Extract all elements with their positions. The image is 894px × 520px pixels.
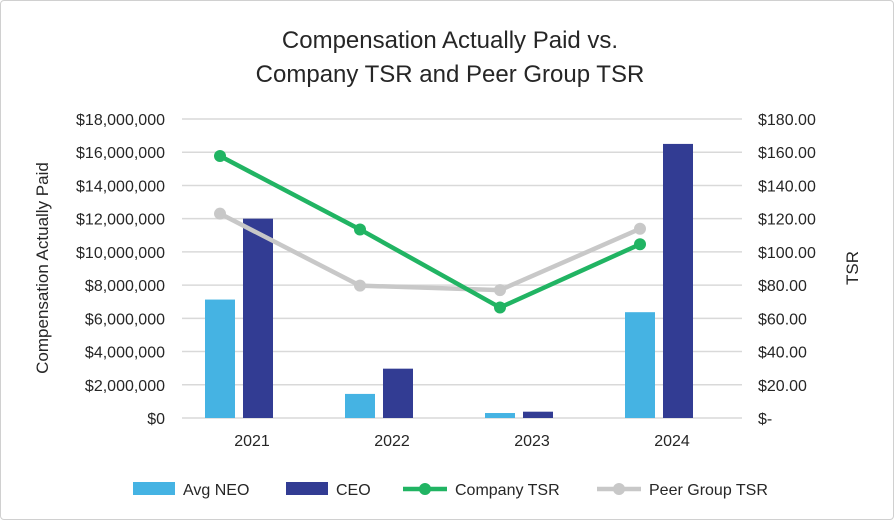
bar-ceo xyxy=(523,411,553,418)
chart-title-line-2: Company TSR and Peer Group TSR xyxy=(256,61,645,88)
legend-swatch xyxy=(133,482,175,495)
point-peer-group-tsr xyxy=(354,279,366,292)
y-tick-label: $8,000,000 xyxy=(85,278,165,295)
bar-avg-neo xyxy=(485,413,515,418)
y-tick-label: $18,000,000 xyxy=(76,112,165,129)
x-tick-label: 2022 xyxy=(374,433,410,450)
x-tick-label: 2024 xyxy=(654,433,690,450)
legend-swatch xyxy=(286,482,328,495)
bar-avg-neo xyxy=(345,393,375,418)
bar-ceo xyxy=(383,368,413,418)
y2-axis-label: TSR xyxy=(843,251,862,285)
legend-marker xyxy=(613,483,625,495)
y-tick-label: $2,000,000 xyxy=(85,378,165,395)
legend-marker xyxy=(419,483,431,495)
y-tick-label: $6,000,000 xyxy=(85,311,165,328)
y2-tick-label: $20.00 xyxy=(758,378,807,395)
y2-tick-label: $120.00 xyxy=(758,212,816,229)
point-company-tsr xyxy=(214,150,226,163)
y2-tick-label: $60.00 xyxy=(758,311,807,328)
chart-title-line-1: Compensation Actually Paid vs. xyxy=(282,27,618,54)
x-tick-label: 2023 xyxy=(514,433,550,450)
y2-tick-label: $180.00 xyxy=(758,112,816,129)
y2-tick-label: $80.00 xyxy=(758,278,807,295)
point-company-tsr xyxy=(354,223,366,236)
bar-ceo xyxy=(243,218,273,418)
y2-tick-label: $40.00 xyxy=(758,345,807,362)
y2-tick-label: $160.00 xyxy=(758,145,816,162)
legend-label: Peer Group TSR xyxy=(649,482,768,499)
legend-label: Avg NEO xyxy=(183,482,249,499)
y2-tick-label: $- xyxy=(758,411,772,428)
y-tick-label: $0 xyxy=(147,411,165,428)
y-axis-label: Compensation Actually Paid xyxy=(33,162,52,374)
point-company-tsr xyxy=(494,301,506,314)
y-tick-label: $10,000,000 xyxy=(76,245,165,262)
bar-ceo xyxy=(663,143,693,418)
point-peer-group-tsr xyxy=(494,284,506,297)
bar-avg-neo xyxy=(625,312,655,418)
y-tick-label: $16,000,000 xyxy=(76,145,165,162)
y-tick-label: $14,000,000 xyxy=(76,178,165,195)
y2-tick-label: $140.00 xyxy=(758,178,816,195)
legend-label: Company TSR xyxy=(455,482,560,499)
point-peer-group-tsr xyxy=(634,222,646,235)
legend-label: CEO xyxy=(336,482,371,499)
bar-avg-neo xyxy=(205,299,235,418)
line-peer-group-tsr xyxy=(218,211,641,293)
point-company-tsr xyxy=(634,238,646,251)
line-company-tsr xyxy=(218,154,641,311)
y-tick-label: $12,000,000 xyxy=(76,212,165,229)
point-peer-group-tsr xyxy=(214,207,226,220)
y2-tick-label: $100.00 xyxy=(758,245,816,262)
x-tick-label: 2021 xyxy=(234,433,270,450)
y-tick-label: $4,000,000 xyxy=(85,345,165,362)
